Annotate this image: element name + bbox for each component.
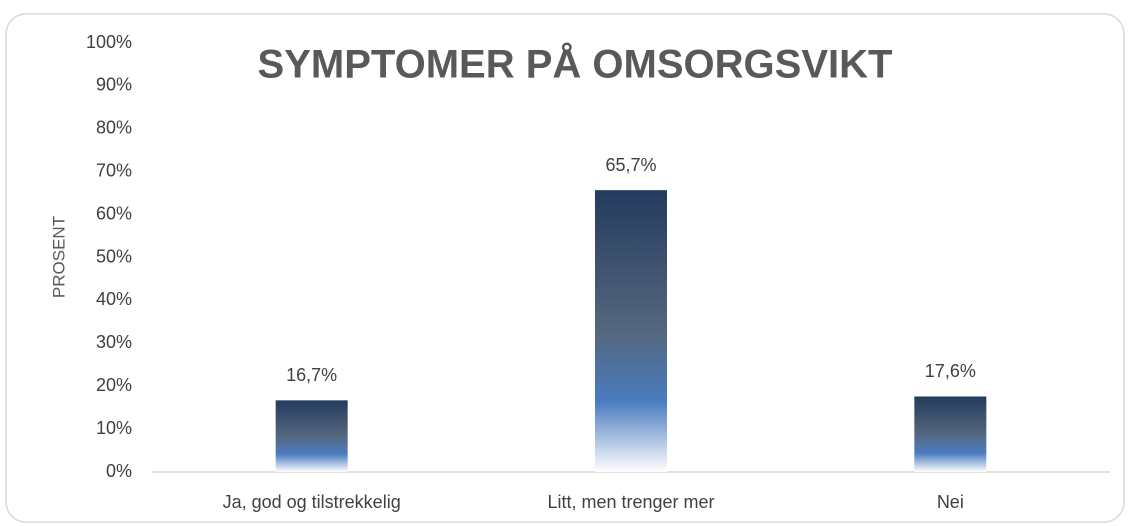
y-tick-label: 50%	[96, 246, 132, 266]
y-axis-label: PROSENT	[49, 216, 68, 298]
data-label: 16,7%	[286, 365, 337, 385]
y-tick-label: 40%	[96, 289, 132, 309]
x-tick-label: Ja, god og tilstrekkelig	[223, 492, 401, 512]
y-tick-label: 30%	[96, 332, 132, 352]
data-label: 17,6%	[925, 361, 976, 381]
y-tick-label: 10%	[96, 418, 132, 438]
y-tick-label: 60%	[96, 203, 132, 223]
x-tick-label: Litt, men trenger mer	[547, 492, 714, 512]
bar	[595, 190, 667, 472]
x-tick-label: Nei	[937, 492, 964, 512]
chart-title: SYMPTOMER PÅ OMSORGSVIKT	[258, 42, 893, 87]
data-label: 65,7%	[605, 155, 656, 175]
y-tick-label: 70%	[96, 160, 132, 180]
y-tick-label: 100%	[86, 32, 132, 52]
y-tick-label: 90%	[96, 75, 132, 95]
y-tick-label: 80%	[96, 118, 132, 138]
bar	[914, 396, 987, 472]
bar	[275, 400, 348, 472]
y-tick-label: 0%	[106, 461, 132, 481]
y-tick-label: 20%	[96, 375, 132, 395]
chart-frame	[5, 13, 1125, 523]
